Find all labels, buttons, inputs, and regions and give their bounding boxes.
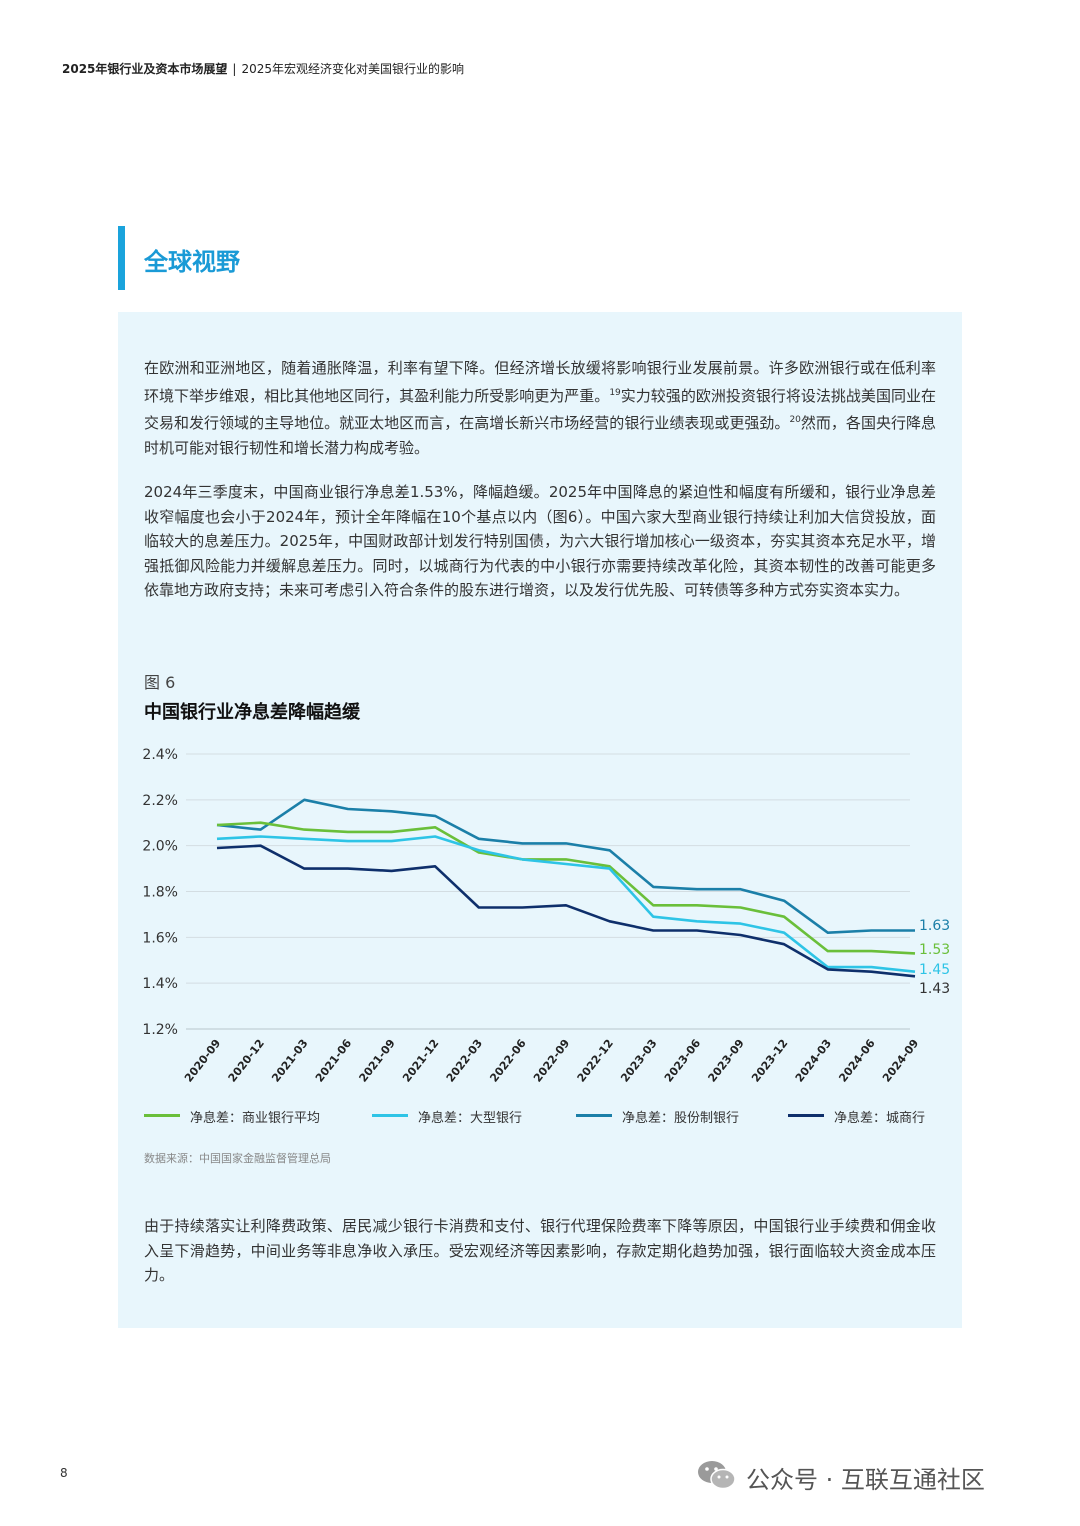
legend-label-joint-stock: 净息差：股份制银行 [622, 1111, 740, 1126]
paragraph-1: 在欧洲和亚洲地区，随着通胀降温，利率有望下降。但经济增长放缓将影响银行业发展前景… [144, 356, 936, 460]
legend-label-commercial-avg: 净息差：商业银行平均 [190, 1111, 321, 1126]
legend-swatch-large-banks [372, 1114, 408, 1117]
x-tick-label: 2023-09 [706, 1037, 747, 1085]
legend-swatch-commercial-avg [144, 1114, 180, 1117]
report-subtitle: 2025年宏观经济变化对美国银行业的影响 [241, 62, 464, 76]
legend-label-city-commercial: 净息差：城商行 [834, 1111, 926, 1126]
legend-label-large-banks: 净息差：大型银行 [418, 1111, 523, 1126]
page-header: 2025年银行业及资本市场展望 | 2025年宏观经济变化对美国银行业的影响 [62, 60, 464, 77]
footnote-ref-19[interactable]: 19 [609, 387, 621, 398]
section-accent-bar [118, 226, 125, 290]
end-value-label: 1.63 [919, 918, 950, 934]
series-line [216, 844, 916, 978]
x-tick-label: 2024-06 [836, 1037, 878, 1085]
x-tick-label: 2022-09 [531, 1037, 572, 1085]
x-tick-label: 2023-12 [749, 1037, 790, 1085]
data-source: 数据来源：中国国家金融监督管理总局 [144, 1152, 331, 1165]
x-tick-label: 2023-06 [662, 1037, 704, 1085]
footnote-ref-20[interactable]: 20 [789, 415, 801, 425]
y-tick-label: 2.0% [142, 839, 178, 855]
x-tick-label: 2021-06 [313, 1037, 355, 1085]
legend-swatch-city-commercial [788, 1114, 824, 1117]
wechat-icon [698, 1461, 736, 1490]
series-line [216, 798, 915, 934]
x-tick-label: 2022-06 [487, 1037, 529, 1085]
series-line [216, 821, 916, 955]
end-value-label: 1.43 [919, 981, 950, 997]
x-tick-label: 2021-12 [400, 1037, 441, 1085]
legend-swatch-joint-stock [576, 1114, 612, 1117]
x-tick-label: 2024-09 [880, 1037, 921, 1085]
end-value-label: 1.45 [919, 962, 950, 978]
y-tick-label: 1.6% [142, 930, 178, 946]
page-number: 8 [60, 1466, 68, 1480]
content-panel [118, 312, 962, 1328]
figure-title: 中国银行业净息差降幅趋缓 [144, 702, 360, 723]
x-tick-label: 2021-09 [357, 1037, 398, 1085]
x-tick-label: 2024-03 [793, 1037, 834, 1085]
x-tick-label: 2022-12 [575, 1037, 616, 1085]
y-tick-label: 1.8% [142, 885, 178, 901]
paragraph-3: 由于持续落实让利降费政策、居民减少银行卡消费和支付、银行代理保险费率下降等原因，… [144, 1217, 936, 1284]
x-tick-label: 2020-09 [182, 1037, 223, 1085]
x-tick-label: 2022-03 [444, 1037, 485, 1085]
y-tick-label: 1.2% [142, 1022, 178, 1038]
paragraph-1-part-b: 实力较强的欧洲投资银行将设法挑战美国同业在交易和发行领域的主导地位。就亚太地区而… [144, 386, 936, 433]
y-tick-label: 2.4% [142, 747, 178, 763]
x-tick-label: 2021-03 [269, 1037, 310, 1085]
report-title: 2025年银行业及资本市场展望 [62, 62, 228, 76]
x-tick-label: 2023-03 [618, 1037, 659, 1085]
chart-legend: 净息差：商业银行平均 净息差：大型银行 净息差：股份制银行 净息差：城商行 [144, 1106, 944, 1126]
paragraph-1-part-c: 然而，各国央行降息时机可能对银行韧性和增长潜力构成考验。 [144, 414, 936, 457]
paragraph-1-part-a: 在欧洲和亚洲地区，随着通胀降温，利率有望下降。但经济增长放缓将影响银行业发展前景… [144, 359, 936, 405]
section-title: 全球视野 [144, 248, 240, 276]
end-value-label: 1.53 [919, 942, 950, 958]
watermark-text: 公众号 · 互联互通社区 [746, 1466, 985, 1494]
x-tick-label: 2020-12 [226, 1037, 267, 1085]
figure-label: 图 6 [144, 673, 176, 692]
nim-line-chart: 2.4% 2.2% 2.0% 1.8% 1.6% 1.4% 1.2%2020-09 2020-… [142, 747, 950, 1085]
y-tick-label: 1.4% [142, 976, 178, 992]
y-tick-label: 2.2% [142, 793, 178, 809]
series-line [216, 835, 916, 973]
paragraph-2: 2024年三季度末，中国商业银行净息差1.53%，降幅趋缓。2025年中国降息的… [144, 483, 936, 599]
header-separator: | [232, 62, 237, 76]
